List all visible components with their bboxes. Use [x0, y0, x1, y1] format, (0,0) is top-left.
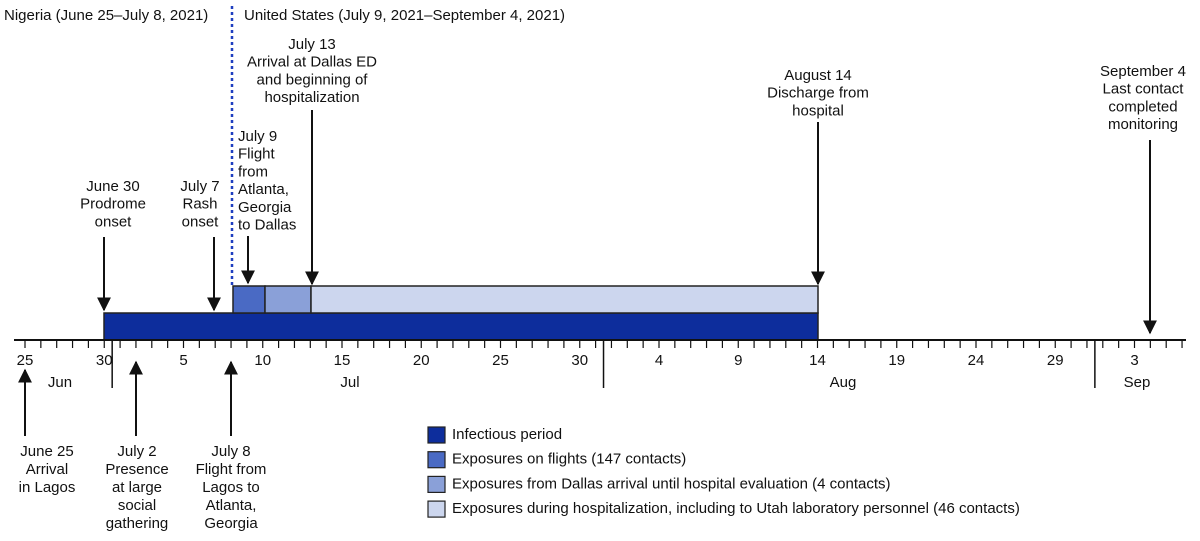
event-label: onset [182, 213, 220, 230]
event-label: gathering [106, 515, 169, 532]
month-label: Sep [1124, 374, 1151, 391]
event-label: social [118, 497, 156, 514]
event-label: from [238, 163, 268, 180]
event-label: at large [112, 479, 162, 496]
legend-swatch [427, 451, 446, 469]
day-label: 5 [179, 352, 187, 369]
month-label: Jul [340, 374, 359, 391]
event-label: hospital [792, 102, 844, 119]
bars [103, 285, 819, 341]
region-label: United States (July 9, 2021–September 4,… [244, 7, 565, 24]
event-label: onset [95, 213, 133, 230]
infectious-bar [103, 312, 819, 341]
event-label: July 7 [180, 178, 219, 195]
event-label: Atlanta, [206, 497, 257, 514]
event-label: September 4 [1100, 63, 1186, 80]
day-label: 30 [96, 352, 113, 369]
event-label: July 2 [117, 443, 156, 460]
event-label: completed [1108, 98, 1177, 115]
event-label: monitoring [1108, 116, 1178, 133]
event-label: Georgia [238, 199, 292, 216]
day-label: 3 [1130, 352, 1138, 369]
day-label: 4 [655, 352, 663, 369]
event-label: Flight from [196, 461, 267, 478]
legend-swatch [427, 426, 446, 444]
event-label: Prodrome [80, 196, 146, 213]
day-label: 9 [734, 352, 742, 369]
event-label: Arrival [26, 461, 69, 478]
legend-swatch [427, 500, 446, 518]
flight-exposure-bar [232, 285, 266, 314]
day-label: 14 [809, 352, 826, 369]
event-label: Flight [238, 146, 276, 163]
day-label: 25 [492, 352, 509, 369]
event-label: Georgia [204, 515, 258, 532]
hospital-exposure-bar [310, 285, 819, 314]
event-label: in Lagos [19, 479, 76, 496]
event-label: Lagos to [202, 479, 260, 496]
day-label: 29 [1047, 352, 1064, 369]
event-label: Arrival at Dallas ED [247, 54, 377, 71]
month-label: Jun [48, 374, 72, 391]
legend-label: Exposures on flights (147 contacts) [452, 451, 686, 468]
region-label: Nigeria (June 25–July 8, 2021) [4, 7, 208, 24]
event-label: August 14 [784, 67, 852, 84]
day-label: 20 [413, 352, 430, 369]
event-label: Discharge from [767, 85, 869, 102]
day-label: 19 [888, 352, 905, 369]
event-label: Atlanta, [238, 181, 289, 198]
month-label: Aug [830, 374, 857, 391]
day-label: 30 [571, 352, 588, 369]
legend-swatch [427, 475, 446, 493]
legend-label: Infectious period [452, 426, 562, 443]
event-label: Presence [105, 461, 168, 478]
event-label: July 13 [288, 36, 336, 53]
day-label: 25 [17, 352, 34, 369]
legend-label: Exposures from Dallas arrival until hosp… [452, 475, 891, 492]
event-label: Last contact [1103, 81, 1185, 98]
event-label: Rash [182, 196, 217, 213]
event-label: July 9 [238, 128, 277, 145]
day-label: 24 [968, 352, 985, 369]
event-label: hospitalization [264, 89, 359, 106]
legend-label: Exposures during hospitalization, includ… [452, 500, 1020, 517]
dallas-exposure-bar [264, 285, 312, 314]
event-label: June 25 [20, 443, 73, 460]
event-label: June 30 [86, 178, 139, 195]
event-label: to Dallas [238, 216, 296, 233]
event-label: July 8 [211, 443, 250, 460]
day-label: 10 [254, 352, 271, 369]
day-label: 15 [334, 352, 351, 369]
event-label: and beginning of [257, 71, 369, 88]
